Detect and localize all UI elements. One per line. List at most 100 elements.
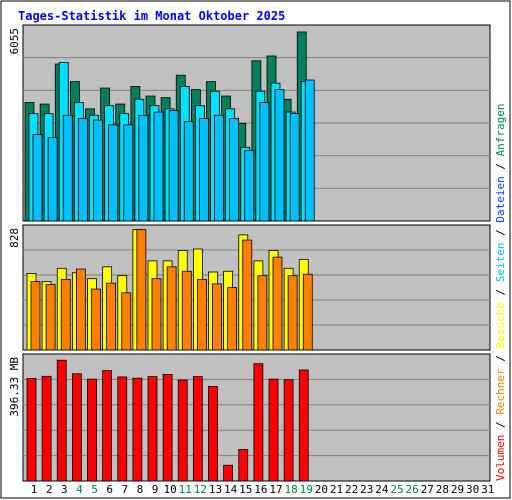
bar-seiten-day-18: [289, 113, 300, 222]
x-tick-label-15: 15: [239, 483, 252, 496]
bar-seiten-day-3: [62, 114, 73, 222]
x-tick-label-19: 19: [300, 483, 313, 496]
bar-volumen-day-10: [162, 373, 173, 482]
x-tick-label-20: 20: [315, 483, 328, 496]
bar-rechner-day-3: [60, 279, 71, 351]
bar-seiten-day-4: [77, 118, 88, 222]
x-tick-label-23: 23: [360, 483, 373, 496]
bar-rechner-day-19: [302, 273, 313, 351]
x-tick-label-4: 4: [76, 483, 83, 496]
bar-rechner-day-12: [196, 279, 207, 351]
bar-rechner-day-6: [106, 282, 117, 351]
bar-seiten-day-5: [93, 119, 103, 222]
legend-besuche: Besuche: [494, 302, 507, 348]
x-tick-label-11: 11: [179, 483, 192, 496]
x-tick-label-5: 5: [91, 483, 98, 496]
bar-rechner-day-15: [242, 239, 253, 351]
x-tick-label-13: 13: [209, 483, 222, 496]
bar-volumen-day-2: [41, 375, 52, 482]
bar-seiten-day-17: [274, 89, 285, 222]
bar-rechner-day-11: [181, 270, 192, 351]
x-tick-label-21: 21: [330, 483, 343, 496]
x-tick-label-22: 22: [345, 483, 358, 496]
x-tick-label-17: 17: [269, 483, 282, 496]
y-max-label: 828: [8, 228, 21, 248]
x-tick-label-10: 10: [164, 483, 177, 496]
bar-volumen-day-14: [223, 464, 234, 482]
bar-seiten-day-2: [47, 137, 58, 222]
bar-volumen-day-4: [71, 373, 82, 482]
x-tick-label-3: 3: [61, 483, 68, 496]
bar-volumen-day-11: [177, 379, 188, 482]
bar-rechner-day-13: [212, 283, 222, 351]
legend-anfragen: Anfragen: [494, 103, 507, 156]
bar-seiten-day-7: [123, 124, 134, 222]
bar-volumen-day-3: [56, 359, 67, 482]
bar-rechner-day-9: [151, 278, 162, 351]
legend-rechner: Rechner: [494, 368, 507, 415]
x-tick-label-26: 26: [406, 483, 419, 496]
bar-rechner-day-16: [257, 275, 268, 351]
bar-seiten-day-12: [198, 118, 209, 222]
panel-1: 6055: [8, 24, 491, 222]
bar-rechner-day-4: [75, 268, 86, 351]
x-tick-label-6: 6: [106, 483, 113, 496]
bar-seiten-day-10: [168, 110, 179, 222]
bar-volumen-day-17: [268, 378, 279, 482]
bar-seiten-day-14: [229, 118, 240, 222]
bar-volumen-day-1: [26, 378, 37, 482]
x-tick-label-25: 25: [390, 483, 403, 496]
x-tick-label-24: 24: [375, 483, 389, 496]
bar-seiten-day-16: [259, 102, 270, 222]
x-tick-label-14: 14: [224, 483, 238, 496]
x-tick-label-18: 18: [285, 483, 298, 496]
legend: Volumen / Rechner / Besuche / Seiten / D…: [494, 103, 507, 481]
bar-volumen-day-8: [132, 377, 143, 482]
bar-rechner-day-18: [287, 275, 298, 351]
bar-rechner-day-7: [121, 292, 132, 351]
bar-volumen-day-12: [192, 376, 203, 482]
legend-sep: /: [494, 282, 507, 302]
x-tick-label-9: 9: [152, 483, 159, 496]
bar-volumen-day-16: [253, 363, 264, 482]
legend-sep: /: [494, 349, 507, 369]
bar-rechner-day-1: [30, 281, 41, 351]
bar-seiten-day-13: [214, 114, 224, 222]
x-tick-label-28: 28: [436, 483, 449, 496]
bar-volumen-day-13: [208, 385, 218, 482]
bar-seiten-day-9: [153, 111, 164, 222]
x-tick-label-29: 29: [451, 483, 464, 496]
x-tick-label-8: 8: [137, 483, 144, 496]
bar-volumen-day-7: [117, 376, 128, 482]
x-tick-label-12: 12: [194, 483, 207, 496]
y-max-label: 396.33 MB: [8, 357, 21, 417]
chart-title: Tages-Statistik im Monat Oktober 2025: [18, 9, 285, 23]
bar-rechner-day-5: [91, 288, 101, 351]
bar-volumen-day-9: [147, 376, 158, 482]
bar-rechner-day-2: [45, 284, 56, 351]
bar-volumen-day-15: [238, 449, 249, 482]
bar-rechner-day-17: [272, 256, 283, 351]
bar-seiten-day-8: [138, 114, 149, 222]
bar-volumen-day-5: [87, 378, 97, 482]
bar-seiten-day-15: [244, 150, 255, 222]
bar-seiten-day-19: [304, 79, 315, 222]
legend-sep: /: [494, 223, 507, 243]
x-tick-label-31: 31: [481, 483, 494, 496]
legend-sep: /: [494, 415, 507, 435]
bar-seiten-day-6: [108, 124, 119, 222]
y-max-label: 6055: [8, 28, 21, 55]
x-tick-label-1: 1: [31, 483, 38, 496]
legend-dateien: Dateien: [494, 176, 507, 222]
bar-rechner-day-10: [166, 266, 177, 351]
x-tick-label-2: 2: [46, 483, 53, 496]
panel-2: 828: [8, 224, 491, 351]
legend-sep: /: [494, 156, 507, 176]
bar-volumen-day-19: [298, 369, 309, 482]
legend-volumen: Volumen: [494, 435, 507, 481]
x-tick-label-30: 30: [466, 483, 479, 496]
panel-3: 396.33 MB: [8, 353, 491, 482]
bar-volumen-day-6: [102, 370, 113, 482]
